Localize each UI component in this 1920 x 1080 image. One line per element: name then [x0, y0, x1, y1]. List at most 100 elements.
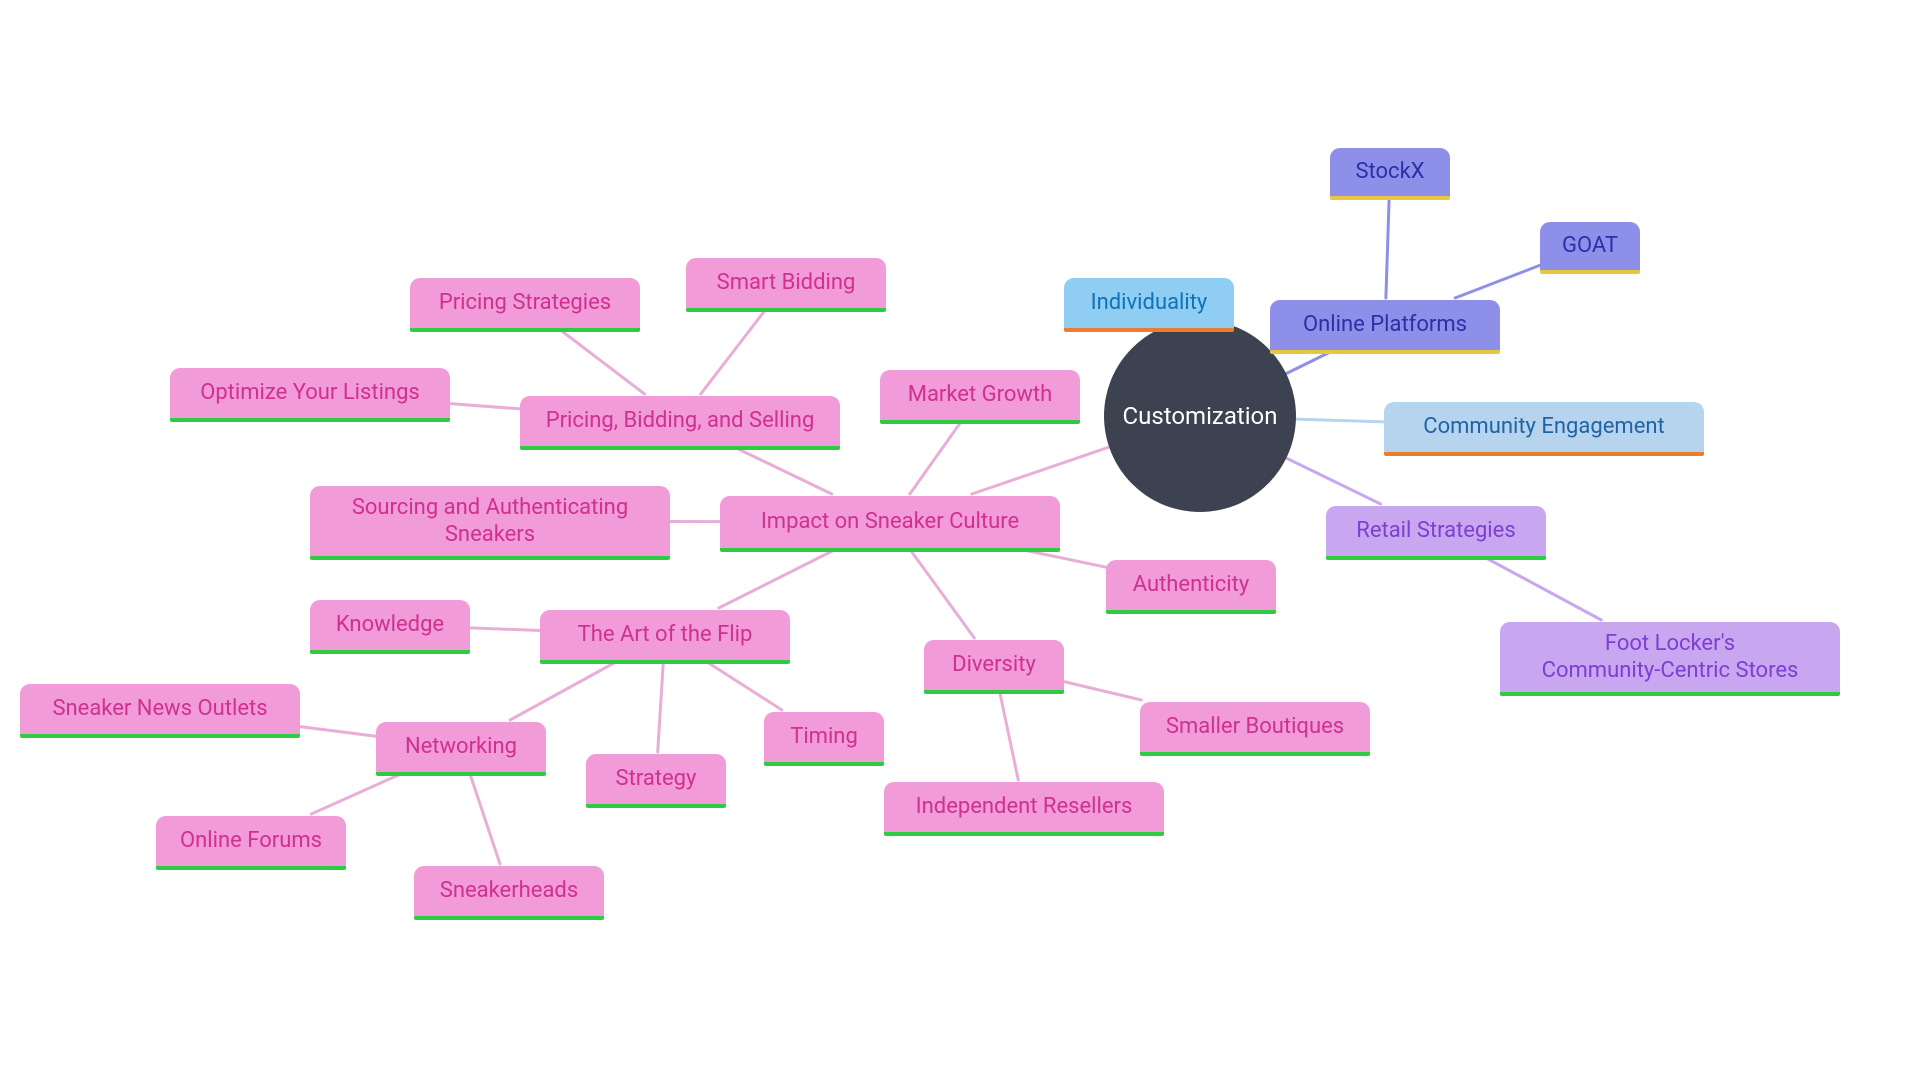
- node-newsoutlets: Sneaker News Outlets: [20, 684, 300, 734]
- edge: [311, 774, 400, 814]
- edge: [1455, 265, 1540, 298]
- node-underline: [520, 446, 840, 450]
- edge: [658, 662, 664, 752]
- node-underline: [764, 762, 884, 766]
- node-label: Pricing Strategies: [439, 289, 611, 317]
- node-label: Retail Strategies: [1356, 517, 1515, 545]
- node-sourcing: Sourcing and Authenticating Sneakers: [310, 486, 670, 556]
- node-underline: [1500, 692, 1840, 696]
- node-authenticity: Authenticity: [1106, 560, 1276, 610]
- node-underline: [376, 772, 546, 776]
- edge: [510, 662, 616, 720]
- node-underline: [540, 660, 790, 664]
- node-underline: [414, 916, 604, 920]
- node-label: GOAT: [1562, 232, 1618, 260]
- edge: [972, 447, 1109, 494]
- node-listings: Optimize Your Listings: [170, 368, 450, 418]
- edge: [1296, 419, 1384, 422]
- edge: [1286, 458, 1380, 504]
- node-underline: [720, 548, 1060, 552]
- node-underline: [170, 418, 450, 422]
- node-underline: [1064, 328, 1234, 332]
- node-boutiques: Smaller Boutiques: [1140, 702, 1370, 752]
- center-label: Customization: [1122, 402, 1277, 430]
- node-label: Market Growth: [908, 381, 1053, 409]
- node-underline: [1326, 556, 1546, 560]
- node-label: Sourcing and Authenticating Sneakers: [352, 494, 628, 549]
- edge: [470, 628, 540, 631]
- node-label: Online Forums: [180, 827, 322, 855]
- node-underline: [310, 556, 670, 560]
- edge: [1064, 682, 1141, 700]
- node-market: Market Growth: [880, 370, 1080, 420]
- node-goat: GOAT: [1540, 222, 1640, 270]
- edge: [560, 330, 644, 394]
- node-label: Sneaker News Outlets: [52, 695, 267, 723]
- node-label: Sneakerheads: [440, 877, 578, 905]
- node-label: Optimize Your Listings: [200, 379, 420, 407]
- edge: [1486, 558, 1601, 620]
- node-pricing: Pricing Strategies: [410, 278, 640, 328]
- node-underline: [310, 650, 470, 654]
- center-node: Customization: [1104, 320, 1296, 512]
- node-underline: [686, 308, 886, 312]
- node-label: Online Platforms: [1303, 311, 1467, 339]
- node-underline: [1140, 752, 1370, 756]
- edge: [1000, 692, 1019, 780]
- node-label: Individuality: [1091, 289, 1208, 317]
- edge: [300, 727, 376, 737]
- edge: [450, 404, 520, 409]
- edge: [736, 448, 832, 494]
- edge: [1286, 352, 1330, 374]
- node-label: Diversity: [952, 651, 1036, 679]
- edge: [1024, 550, 1106, 567]
- node-underline: [1384, 452, 1704, 456]
- node-individuality: Individuality: [1064, 278, 1234, 328]
- node-underline: [156, 866, 346, 870]
- node-underline: [20, 734, 300, 738]
- node-underline: [1106, 610, 1276, 614]
- node-underline: [884, 832, 1164, 836]
- edge: [719, 550, 834, 608]
- edge: [910, 422, 961, 494]
- node-community: Community Engagement: [1384, 402, 1704, 452]
- node-forums: Online Forums: [156, 816, 346, 866]
- node-label: Foot Locker's Community-Centric Stores: [1542, 630, 1799, 685]
- node-label: Strategy: [616, 765, 697, 793]
- node-underline: [1330, 196, 1450, 200]
- node-label: Timing: [790, 723, 858, 751]
- node-underline: [924, 690, 1064, 694]
- node-label: Smaller Boutiques: [1166, 713, 1344, 741]
- edge: [701, 310, 766, 394]
- node-flip: The Art of the Flip: [540, 610, 790, 660]
- node-strategy: Strategy: [586, 754, 726, 804]
- node-label: StockX: [1355, 158, 1424, 186]
- node-label: The Art of the Flip: [578, 621, 753, 649]
- node-timing: Timing: [764, 712, 884, 762]
- node-label: Authenticity: [1133, 571, 1250, 599]
- mindmap-canvas: Customization Impact on Sneaker Culture Ma…: [0, 0, 1920, 1080]
- node-bidding: Smart Bidding: [686, 258, 886, 308]
- edge: [707, 662, 782, 710]
- node-label: Community Engagement: [1423, 413, 1664, 441]
- node-label: Independent Resellers: [916, 793, 1133, 821]
- edge: [1386, 198, 1389, 298]
- node-networking: Networking: [376, 722, 546, 772]
- edge: [470, 774, 500, 864]
- node-underline: [586, 804, 726, 808]
- node-knowledge: Knowledge: [310, 600, 470, 650]
- node-stockx: StockX: [1330, 148, 1450, 196]
- node-label: Pricing, Bidding, and Selling: [546, 407, 815, 435]
- node-label: Networking: [405, 733, 517, 761]
- node-underline: [410, 328, 640, 332]
- node-underline: [1540, 270, 1640, 274]
- node-label: Knowledge: [336, 611, 444, 639]
- node-retail: Retail Strategies: [1326, 506, 1546, 556]
- node-platforms: Online Platforms: [1270, 300, 1500, 350]
- node-label: Impact on Sneaker Culture: [761, 508, 1019, 536]
- node-pbs: Pricing, Bidding, and Selling: [520, 396, 840, 446]
- node-impact: Impact on Sneaker Culture: [720, 496, 1060, 548]
- node-diversity: Diversity: [924, 640, 1064, 690]
- node-footlocker: Foot Locker's Community-Centric Stores: [1500, 622, 1840, 692]
- node-underline: [1270, 350, 1500, 354]
